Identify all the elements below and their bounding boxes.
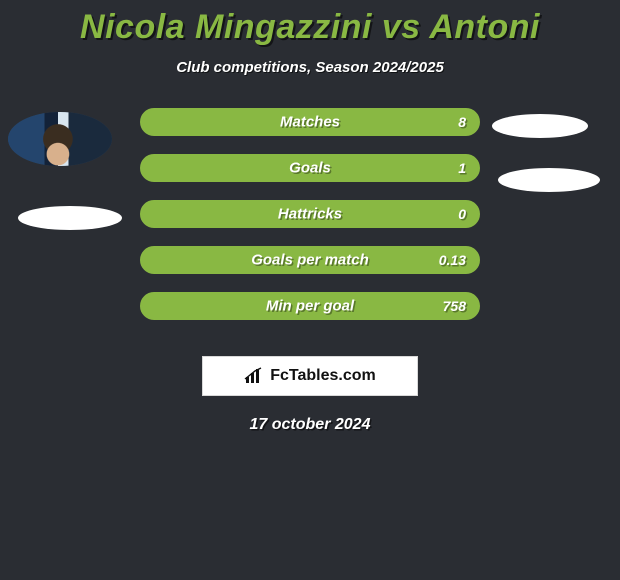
player2-name-oval [498,168,600,192]
stat-bar-hattricks: Hattricks 0 [140,200,480,228]
stat-value: 8 [458,114,466,130]
logo-suffix: .com [338,367,375,384]
stat-label: Goals [289,160,331,177]
source-logo[interactable]: FcTables.com [202,356,418,396]
stat-label: Goals per match [251,252,369,269]
stat-label: Hattricks [278,206,342,223]
player2-photo-oval [492,114,588,138]
stat-bar-min-per-goal: Min per goal 758 [140,292,480,320]
stat-bar-goals: Goals 1 [140,154,480,182]
page-title: Nicola Mingazzini vs Antoni [0,0,620,47]
player1-name-oval [18,206,122,230]
stat-value: 758 [443,298,466,314]
subtitle: Club competitions, Season 2024/2025 [0,59,620,76]
stat-bar-matches: Matches 8 [140,108,480,136]
logo-bold: Tables [289,367,339,384]
bar-chart-icon [244,367,264,385]
comparison-panel: Matches 8 Goals 1 Hattricks 0 Goals per … [0,100,620,340]
logo-prefix: Fc [270,367,289,384]
stat-value: 1 [458,160,466,176]
source-logo-text: FcTables.com [270,367,376,385]
stat-value: 0.13 [439,252,466,268]
stat-bar-goals-per-match: Goals per match 0.13 [140,246,480,274]
player1-photo [8,112,112,166]
stat-bars: Matches 8 Goals 1 Hattricks 0 Goals per … [140,108,480,338]
player1-photo-placeholder [8,112,112,166]
stat-label: Matches [280,114,340,131]
stat-label: Min per goal [266,298,354,315]
source-logo-inner: FcTables.com [244,367,376,385]
date-label: 17 october 2024 [0,416,620,434]
stat-value: 0 [458,206,466,222]
